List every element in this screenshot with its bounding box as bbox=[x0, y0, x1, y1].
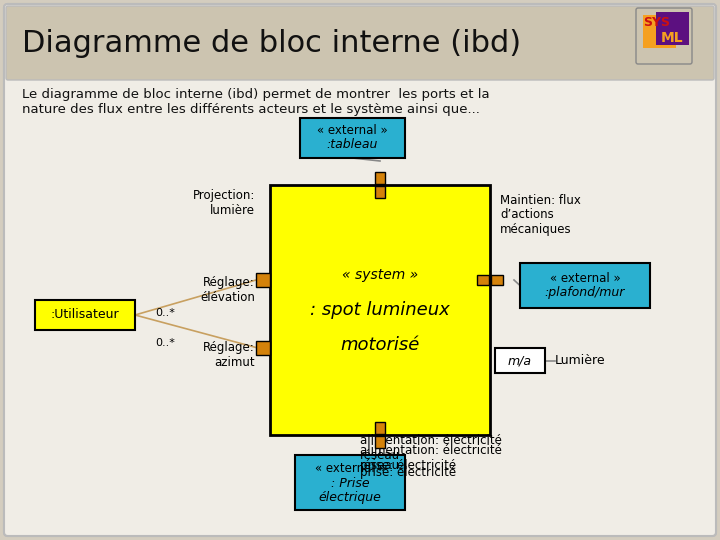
Text: 0..*: 0..* bbox=[155, 338, 175, 348]
Text: : spot lumineux: : spot lumineux bbox=[310, 301, 450, 319]
Text: prise: électricité: prise: électricité bbox=[360, 458, 456, 471]
FancyBboxPatch shape bbox=[6, 6, 714, 80]
Bar bbox=[256, 273, 270, 287]
Text: 0..*: 0..* bbox=[155, 308, 175, 318]
Text: :tableau: :tableau bbox=[327, 138, 378, 152]
Text: Projection:
lumière: Projection: lumière bbox=[193, 189, 255, 217]
Bar bbox=[300, 118, 405, 158]
FancyBboxPatch shape bbox=[4, 4, 716, 536]
Text: nature des flux entre les différents acteurs et le système ainsi que...: nature des flux entre les différents act… bbox=[22, 103, 480, 116]
Text: « external »: « external » bbox=[317, 125, 388, 138]
Text: prise: électricité: prise: électricité bbox=[360, 466, 456, 479]
Text: motorisé: motorisé bbox=[341, 336, 420, 354]
Text: m/a: m/a bbox=[508, 354, 532, 367]
Text: « external »: « external » bbox=[549, 272, 621, 285]
Text: Le diagramme de bloc interne (ibd) permet de montrer  les ports et la: Le diagramme de bloc interne (ibd) perme… bbox=[22, 88, 490, 101]
Bar bbox=[375, 172, 385, 184]
Text: :plafond/mur: :plafond/mur bbox=[545, 286, 625, 299]
Bar bbox=[375, 436, 385, 448]
Text: Réglage:
élévation: Réglage: élévation bbox=[200, 276, 255, 304]
Bar bbox=[35, 300, 135, 330]
Text: « external »: « external » bbox=[315, 462, 385, 475]
Bar bbox=[495, 348, 545, 373]
Text: « system »: « system » bbox=[342, 268, 418, 282]
Text: alimentation: électricité
réseau: alimentation: électricité réseau bbox=[360, 434, 502, 462]
Text: alimentation: électricité
réseau: alimentation: électricité réseau bbox=[360, 444, 502, 472]
Text: Diagramme de bloc interne (ibd): Diagramme de bloc interne (ibd) bbox=[22, 30, 521, 58]
Text: Lumière: Lumière bbox=[555, 354, 606, 367]
Bar bbox=[477, 275, 489, 285]
Bar bbox=[520, 263, 650, 308]
Bar bbox=[643, 15, 676, 48]
Text: Réglage:
azimut: Réglage: azimut bbox=[203, 341, 255, 369]
Bar bbox=[295, 455, 405, 510]
Bar bbox=[656, 12, 689, 45]
Bar bbox=[491, 275, 503, 285]
Text: : Prise: : Prise bbox=[330, 477, 369, 490]
Text: SYS: SYS bbox=[644, 16, 670, 29]
Text: électrique: électrique bbox=[318, 491, 382, 504]
Text: ML: ML bbox=[661, 31, 683, 45]
Text: :Utilisateur: :Utilisateur bbox=[50, 308, 120, 321]
Text: Maintien: flux
d’actions
mécaniques: Maintien: flux d’actions mécaniques bbox=[500, 193, 581, 237]
Bar bbox=[375, 422, 385, 434]
Bar bbox=[256, 341, 270, 354]
Bar bbox=[270, 185, 490, 435]
Bar bbox=[375, 186, 385, 198]
